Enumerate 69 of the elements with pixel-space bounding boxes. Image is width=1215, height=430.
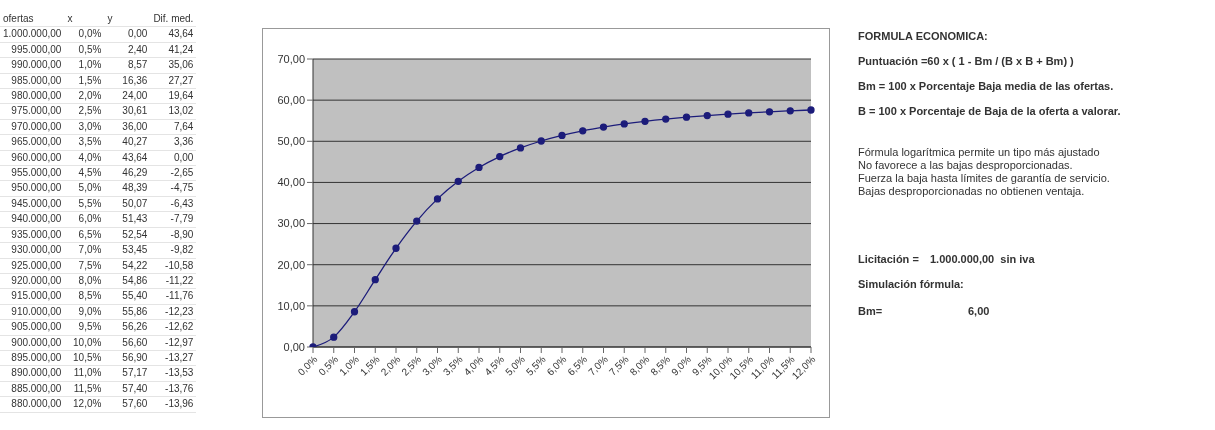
point	[433, 195, 442, 203]
text: 900.000,00 10,0% 56,60 -12,97	[11, 336, 194, 348]
text: 935.000,00 6,5% 52,54 -8,90	[11, 228, 194, 240]
point	[765, 108, 774, 116]
point	[475, 163, 483, 172]
text: Bm = 100 x Porcentaje Baja media de las ofertas.	[858, 80, 1114, 93]
point	[703, 111, 711, 120]
point	[745, 109, 753, 117]
text: ofertas x y Dif. med.	[3, 13, 194, 24]
point	[724, 110, 732, 118]
text: B = 100 x Porcentaje de Baja de la oferta a valorar.	[858, 105, 1121, 118]
text: 925.000,00 7,5% 54,22 -10,58	[11, 259, 194, 271]
text: 920.000,00 8,0% 54,86 -11,22	[11, 274, 194, 286]
text: 945.000,00 5,5% 50,07 -6,43	[11, 197, 194, 209]
y-tick-label: 10,00	[277, 299, 305, 312]
point	[413, 217, 421, 225]
text: 960.000,00 4,0% 43,64 0,00	[11, 151, 194, 163]
point	[537, 137, 545, 145]
text: 950.000,00 5,0% 48,39 -4,75	[11, 182, 194, 194]
text: 955.000,00 4,5% 46,29 -2,65	[11, 167, 194, 179]
text: Fuerza la baja hasta límites de garantía de servicio.	[858, 172, 1110, 185]
point	[786, 107, 794, 115]
y-tick-label: 70,00	[277, 52, 305, 65]
point	[558, 131, 566, 140]
text: No favorece a las bajas desproporcionadas.	[858, 159, 1073, 172]
y-tick-label: 20,00	[277, 258, 305, 271]
text: FORMULA ECONOMICA:	[858, 30, 988, 43]
y-tick-label: 40,00	[277, 176, 305, 189]
point	[599, 123, 608, 131]
text: 885.000,00 11,5% 57,40 -13,76	[11, 382, 194, 394]
point	[641, 117, 649, 125]
point	[496, 152, 504, 161]
text: Fórmula logarítmica permite un tipo más ajustado	[858, 146, 1100, 159]
text: 905.000,00 9,5% 56,26 -12,62	[11, 321, 194, 333]
text: 970.000,00 3,0% 36,00 7,64	[11, 120, 194, 132]
point	[662, 115, 670, 123]
point	[371, 276, 379, 284]
text: Bajas desproporcionadas no obtienen ventaja.	[858, 185, 1085, 198]
point	[392, 244, 400, 252]
y-tick-label: 50,00	[277, 135, 305, 148]
y-tick-label: 60,00	[277, 94, 305, 107]
text: Puntuación =60 x ( 1 - Bm / (B x B + Bm) )	[858, 55, 1074, 68]
text: Bm= 6,00	[858, 305, 990, 317]
text: 910.000,00 9,0% 55,86 -12,23	[11, 305, 194, 317]
text: 915.000,00 8,5% 55,40 -11,76	[11, 290, 194, 302]
text: 980.000,00 2,0% 24,00 19,64	[11, 90, 194, 102]
text: 930.000,00 7,0% 53,45 -9,82	[11, 244, 194, 256]
text: 895.000,00 10,5% 56,90 -13,27	[11, 351, 194, 363]
point	[516, 144, 525, 152]
text: 1.000.000,00 0,0% 0,00 43,64	[3, 28, 194, 40]
text: 985.000,00 1,5% 16,36 27,27	[11, 74, 194, 86]
text: 940.000,00 6,0% 51,43 -7,79	[11, 213, 194, 225]
text: 890.000,00 11,0% 57,17 -13,53	[11, 367, 194, 379]
text: 880.000,00 12,0% 57,60 -13,96	[11, 398, 194, 410]
y-tick-label: 30,00	[277, 217, 305, 230]
text: Licitación = 1.000.000,00 sin iva	[858, 253, 1035, 266]
point	[350, 308, 359, 316]
text: 995.000,00 0,5% 2,40 41,24	[11, 43, 194, 55]
y-tick-label: 0,00	[283, 340, 305, 353]
text: 990.000,00 1,0% 8,57 35,06	[11, 59, 194, 71]
point	[807, 106, 815, 114]
point	[620, 120, 628, 128]
text: 975.000,00 2,5% 30,61 13,02	[11, 105, 194, 117]
text: 965.000,00 3,5% 40,27 3,36	[11, 136, 194, 148]
text: Simulación fórmula:	[858, 278, 964, 291]
point	[682, 113, 691, 121]
point	[330, 333, 338, 341]
point	[579, 127, 587, 135]
point	[454, 177, 462, 185]
